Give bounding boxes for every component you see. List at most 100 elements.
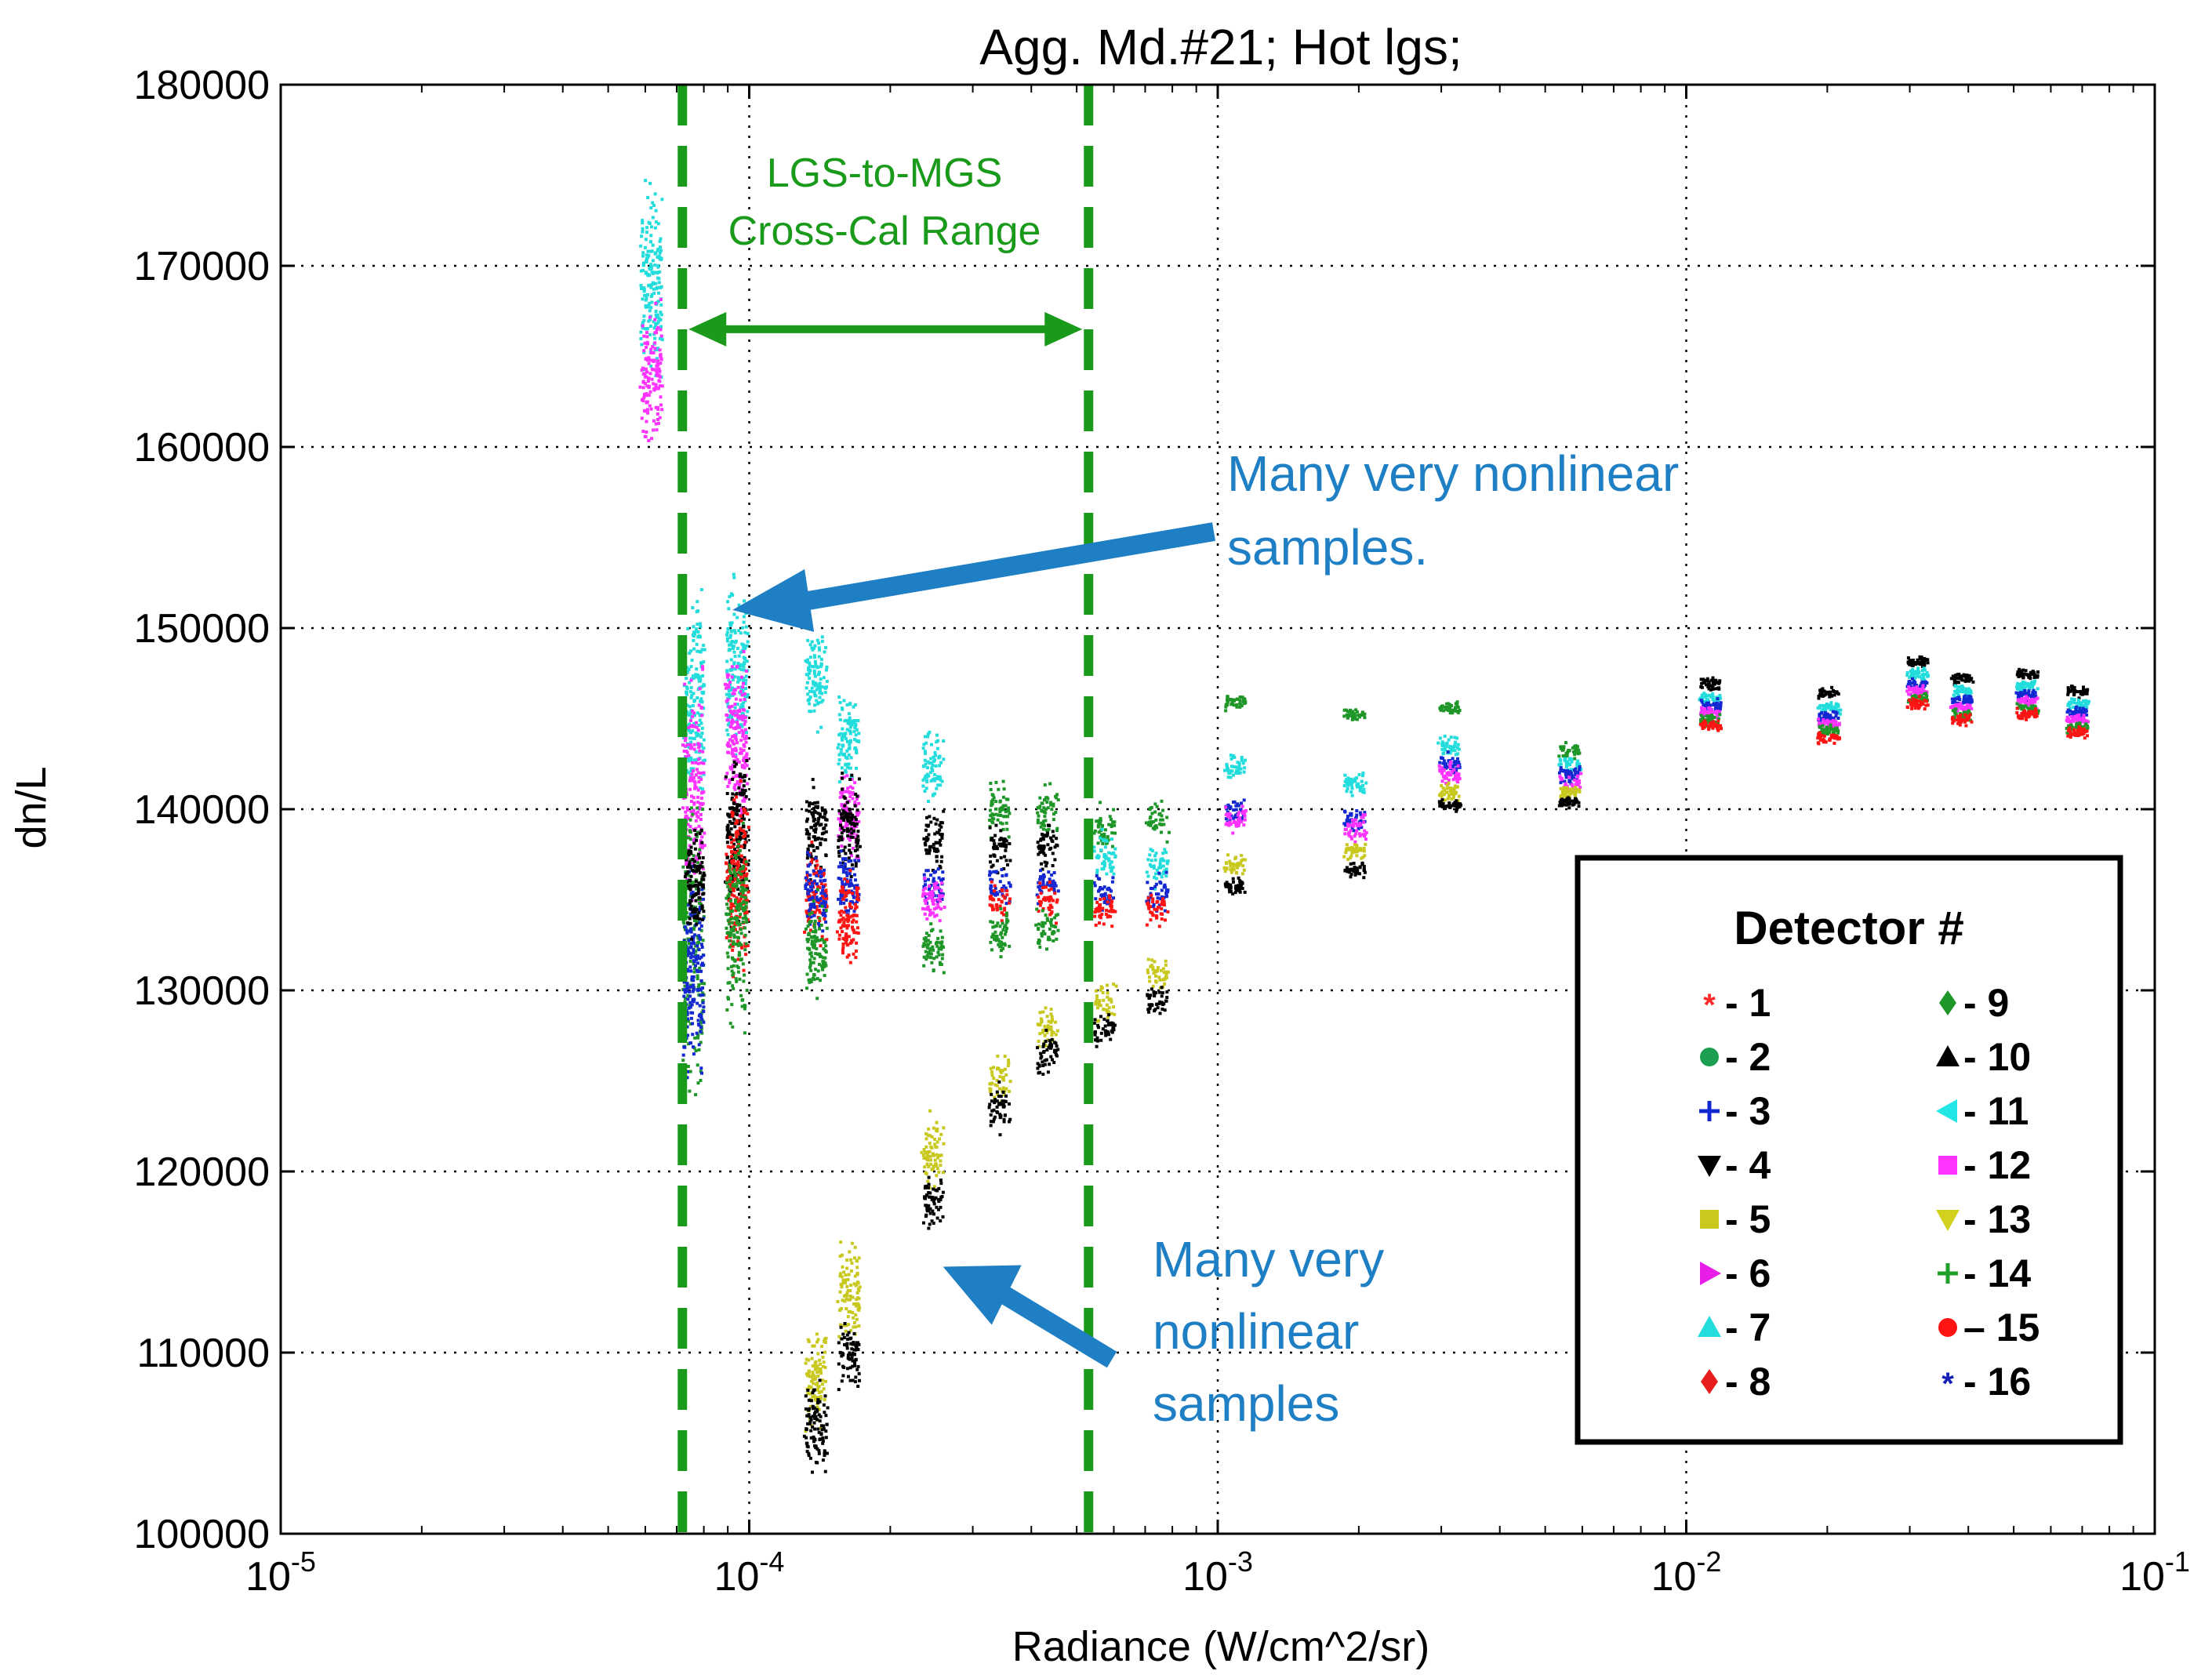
data-point — [1160, 830, 1163, 834]
data-point — [850, 863, 854, 866]
data-point — [1096, 910, 1100, 913]
data-point — [1107, 851, 1111, 855]
data-point — [844, 1273, 848, 1277]
data-point — [1055, 793, 1059, 797]
data-point — [727, 714, 731, 717]
data-point — [804, 1394, 808, 1398]
data-point — [1092, 831, 1096, 835]
data-point — [1002, 842, 1006, 846]
detector-11-points — [921, 730, 946, 803]
data-point — [939, 907, 943, 911]
data-point — [841, 809, 845, 813]
data-point — [813, 925, 817, 929]
data-point — [658, 239, 662, 243]
data-point — [838, 1290, 842, 1294]
data-point — [691, 812, 695, 816]
data-point — [1096, 856, 1100, 860]
data-point — [1008, 1089, 1012, 1093]
data-point — [641, 297, 645, 301]
data-point — [650, 300, 654, 304]
data-point — [808, 1375, 812, 1378]
data-point — [1112, 851, 1116, 855]
data-point — [688, 681, 692, 685]
data-point — [929, 952, 933, 956]
data-point — [844, 1278, 848, 1282]
data-point — [929, 1145, 933, 1149]
data-point — [730, 716, 734, 719]
data-point — [699, 943, 703, 946]
data-point — [656, 256, 659, 259]
data-point — [1048, 888, 1051, 892]
data-point — [1099, 1031, 1103, 1035]
data-point — [939, 878, 943, 882]
data-point — [940, 940, 944, 944]
detector-14-points — [921, 922, 946, 975]
data-point — [837, 933, 841, 937]
data-point — [695, 922, 699, 926]
data-point — [1099, 801, 1102, 804]
data-point — [1102, 832, 1106, 836]
data-point — [999, 1095, 1003, 1099]
data-point — [824, 830, 828, 834]
data-point — [805, 1441, 808, 1445]
data-point — [685, 750, 688, 753]
data-point — [846, 1277, 850, 1281]
data-point — [743, 841, 747, 844]
data-point — [837, 753, 841, 757]
data-point — [1044, 885, 1048, 889]
data-point — [725, 855, 729, 859]
data-point — [820, 1345, 824, 1349]
data-point — [698, 966, 702, 970]
data-point — [689, 866, 693, 870]
data-point — [998, 1075, 1002, 1079]
data-point — [1092, 845, 1096, 849]
data-point — [989, 788, 993, 791]
data-point — [1004, 1099, 1008, 1103]
data-point — [853, 781, 857, 785]
data-point — [995, 847, 999, 851]
data-point — [823, 1454, 826, 1458]
data-point — [745, 921, 749, 924]
data-point — [816, 819, 820, 823]
data-point — [683, 682, 687, 686]
data-point — [993, 889, 997, 893]
data-point — [924, 902, 928, 905]
data-point — [727, 750, 730, 754]
data-point — [696, 801, 700, 804]
data-point — [1153, 876, 1156, 879]
data-point — [838, 1274, 842, 1278]
data-point — [1044, 796, 1048, 800]
data-point — [823, 650, 826, 654]
data-point — [823, 974, 826, 978]
data-point — [1151, 913, 1155, 917]
data-point — [644, 271, 648, 275]
data-point — [1108, 815, 1112, 819]
data-point — [844, 825, 848, 828]
data-point — [847, 812, 851, 816]
data-point — [808, 948, 812, 951]
data-point — [844, 806, 848, 810]
data-point — [699, 1070, 703, 1073]
data-point — [685, 852, 689, 855]
data-point — [809, 855, 813, 859]
data-point — [1146, 968, 1150, 972]
data-point — [694, 1093, 698, 1097]
data-point — [813, 659, 817, 663]
data-point — [1157, 924, 1161, 928]
data-point — [639, 269, 643, 273]
data-point — [932, 1185, 936, 1189]
data-point — [821, 1378, 825, 1382]
data-point — [730, 1003, 734, 1007]
data-point — [734, 831, 738, 835]
data-point — [932, 842, 935, 846]
data-point — [732, 650, 736, 654]
data-point — [1099, 838, 1103, 842]
data-point — [993, 842, 997, 846]
data-point — [742, 879, 746, 883]
data-point — [641, 219, 645, 223]
data-point — [989, 1113, 993, 1117]
data-point — [841, 1364, 844, 1368]
data-point — [698, 899, 702, 903]
data-point — [698, 856, 701, 860]
data-point — [850, 723, 854, 727]
